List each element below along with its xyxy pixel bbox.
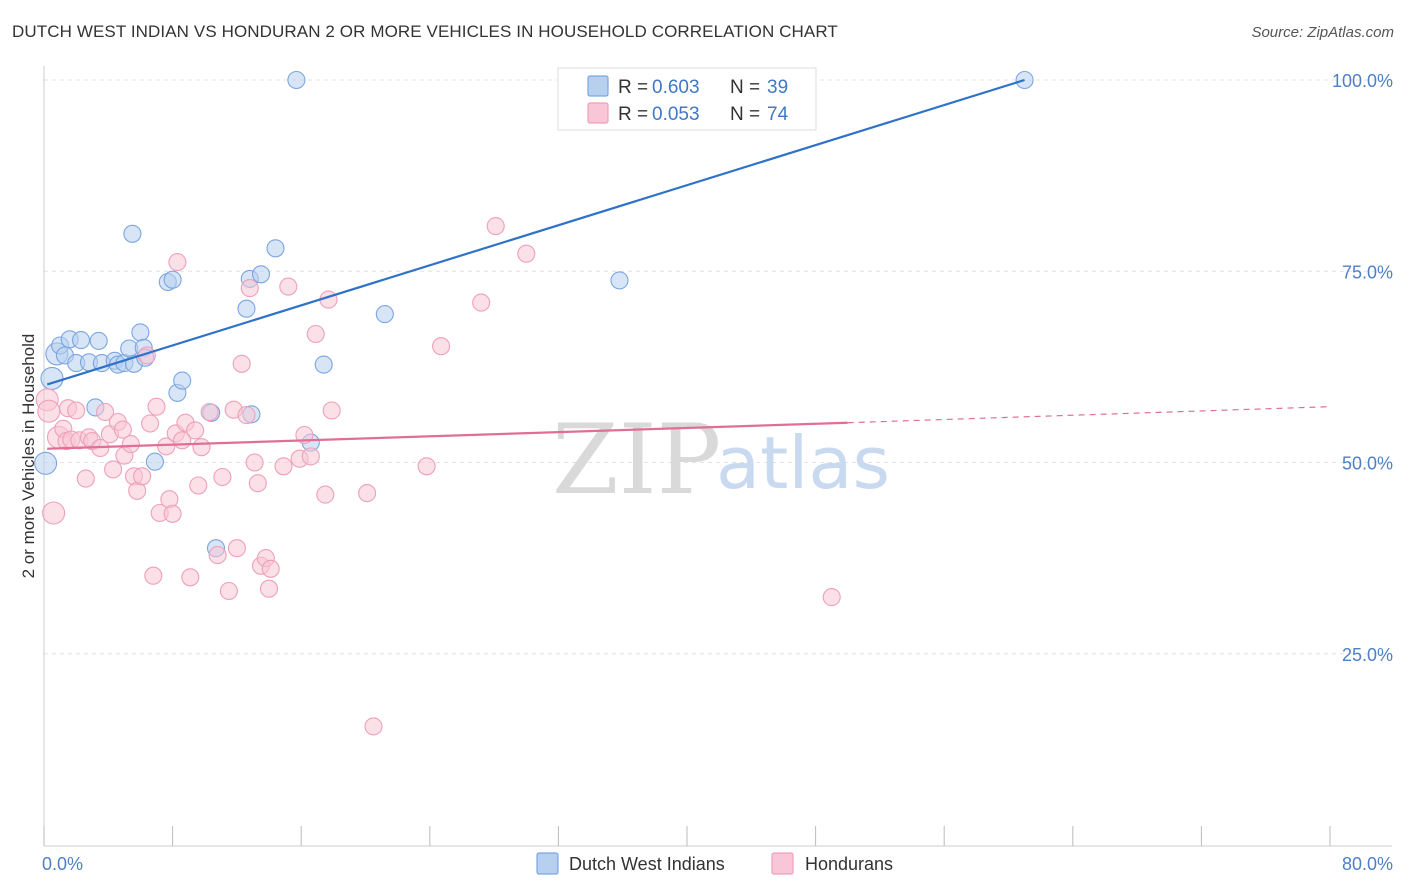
y-axis-label: 2 or more Vehicles in Household: [19, 334, 38, 579]
legend-swatch-hondurans: [587, 102, 609, 124]
watermark-atlas: atlas: [716, 421, 890, 505]
honduran-point: [141, 414, 160, 433]
bottom-legend-swatch-hondurans: [771, 852, 794, 875]
legend-r-label: R =: [618, 77, 648, 98]
trend-lines: [46, 78, 1331, 450]
honduran-point: [168, 253, 187, 272]
dutch-west-indian-point: [163, 270, 182, 289]
honduran-point: [358, 484, 377, 503]
dutch-west-indian-point: [375, 305, 394, 324]
honduran-point: [186, 421, 205, 440]
dutch-west-indian-point: [610, 271, 629, 290]
dutch-west-indian-point: [173, 371, 192, 390]
honduran-point: [192, 438, 211, 457]
bottom-legend: Dutch West Indians Hondurans: [536, 852, 893, 875]
legend-n-value-dutch: 39: [767, 77, 788, 98]
honduran-point: [104, 460, 123, 479]
watermark-zip: ZIP: [552, 404, 721, 516]
honduran-point: [133, 467, 152, 486]
bottom-legend-label-dutch: Dutch West Indians: [569, 854, 725, 874]
honduran-point: [486, 217, 505, 236]
honduran-point: [42, 501, 66, 525]
y-tick-label: 75.0%: [1342, 262, 1393, 282]
legend-n-value-hondurans: 74: [767, 104, 789, 125]
bottom-legend-label-hondurans: Hondurans: [805, 854, 893, 874]
y-tick-label: 50.0%: [1342, 454, 1393, 474]
honduran-point: [316, 485, 335, 504]
x-tick-label: 80.0%: [1342, 854, 1393, 874]
y-tick-label: 100.0%: [1332, 71, 1393, 91]
honduran-point: [245, 453, 264, 472]
honduran-point: [259, 579, 279, 598]
honduran-point: [261, 559, 280, 578]
honduran-point: [240, 279, 259, 298]
legend-swatch-dutch-west-indians: [587, 75, 609, 97]
honduran-point: [248, 474, 267, 493]
honduran-point: [232, 354, 251, 373]
honduran-point: [472, 293, 491, 312]
honduran-point: [163, 504, 182, 523]
honduran-point: [822, 588, 841, 607]
dutch-west-indian-point: [1015, 70, 1034, 90]
honduran-point: [67, 401, 86, 420]
dutch-west-indian-point: [131, 323, 150, 342]
honduran-point: [417, 457, 436, 476]
legend-r-value-hondurans: 0.053: [652, 104, 700, 125]
honduran-point: [364, 717, 383, 736]
honduran-point: [432, 337, 451, 356]
honduran-point: [301, 447, 320, 466]
honduran-point: [37, 399, 61, 423]
legend-r-value-dutch: 0.603: [652, 77, 700, 98]
dutch-west-indian-point: [237, 299, 256, 318]
honduran-point: [306, 324, 325, 344]
honduran-point: [517, 244, 536, 263]
data-points: [34, 70, 1034, 736]
trend-line-hondurans: [47, 421, 848, 450]
honduran-point: [121, 435, 140, 454]
honduran-point: [189, 476, 208, 495]
trend-line-dutch-west-indians: [46, 78, 1025, 386]
bottom-legend-swatch-dutch: [536, 852, 559, 875]
honduran-point: [219, 581, 238, 601]
honduran-point: [322, 401, 341, 420]
honduran-point: [279, 277, 298, 296]
chart-title: DUTCH WEST INDIAN VS HONDURAN 2 OR MORE …: [12, 22, 838, 41]
dutch-west-indian-point: [123, 224, 142, 243]
y-tick-label: 25.0%: [1342, 645, 1393, 665]
legend: R = 0.603 N = 39 R = 0.053 N = 74: [557, 67, 817, 131]
x-tick-labels: 0.0% 80.0%: [42, 854, 1393, 874]
legend-n-label: N =: [730, 104, 760, 125]
dutch-west-indian-point: [34, 451, 58, 475]
dutch-west-indian-point: [71, 331, 91, 350]
dutch-west-indian-point: [89, 331, 108, 350]
dutch-west-indian-point: [314, 355, 333, 374]
honduran-point: [274, 457, 293, 476]
dutch-west-indian-point: [40, 366, 64, 390]
y-tick-labels: 25.0% 50.0% 75.0% 100.0%: [1332, 71, 1393, 665]
honduran-point: [227, 539, 246, 558]
legend-r-label: R =: [618, 104, 648, 125]
honduran-point: [208, 546, 227, 565]
x-tick-label: 0.0%: [42, 854, 83, 874]
dutch-west-indian-point: [251, 265, 271, 284]
dutch-west-indian-point: [266, 239, 285, 258]
trend-line-hondurans-extension: [847, 406, 1331, 424]
honduran-point: [237, 406, 256, 425]
honduran-point: [96, 402, 115, 422]
honduran-point: [181, 568, 200, 587]
honduran-point: [200, 402, 219, 422]
honduran-point: [76, 469, 95, 488]
honduran-point: [213, 467, 232, 487]
legend-n-label: N =: [730, 77, 760, 98]
honduran-point: [147, 397, 166, 416]
source-label: Source: ZipAtlas.com: [1251, 24, 1394, 41]
dutch-west-indian-point: [145, 452, 164, 471]
honduran-point: [157, 437, 176, 456]
watermark: ZIP atlas: [552, 404, 890, 516]
honduran-point: [160, 490, 179, 509]
dutch-west-indian-point: [287, 70, 306, 90]
honduran-point: [113, 420, 132, 439]
honduran-point: [144, 566, 163, 585]
